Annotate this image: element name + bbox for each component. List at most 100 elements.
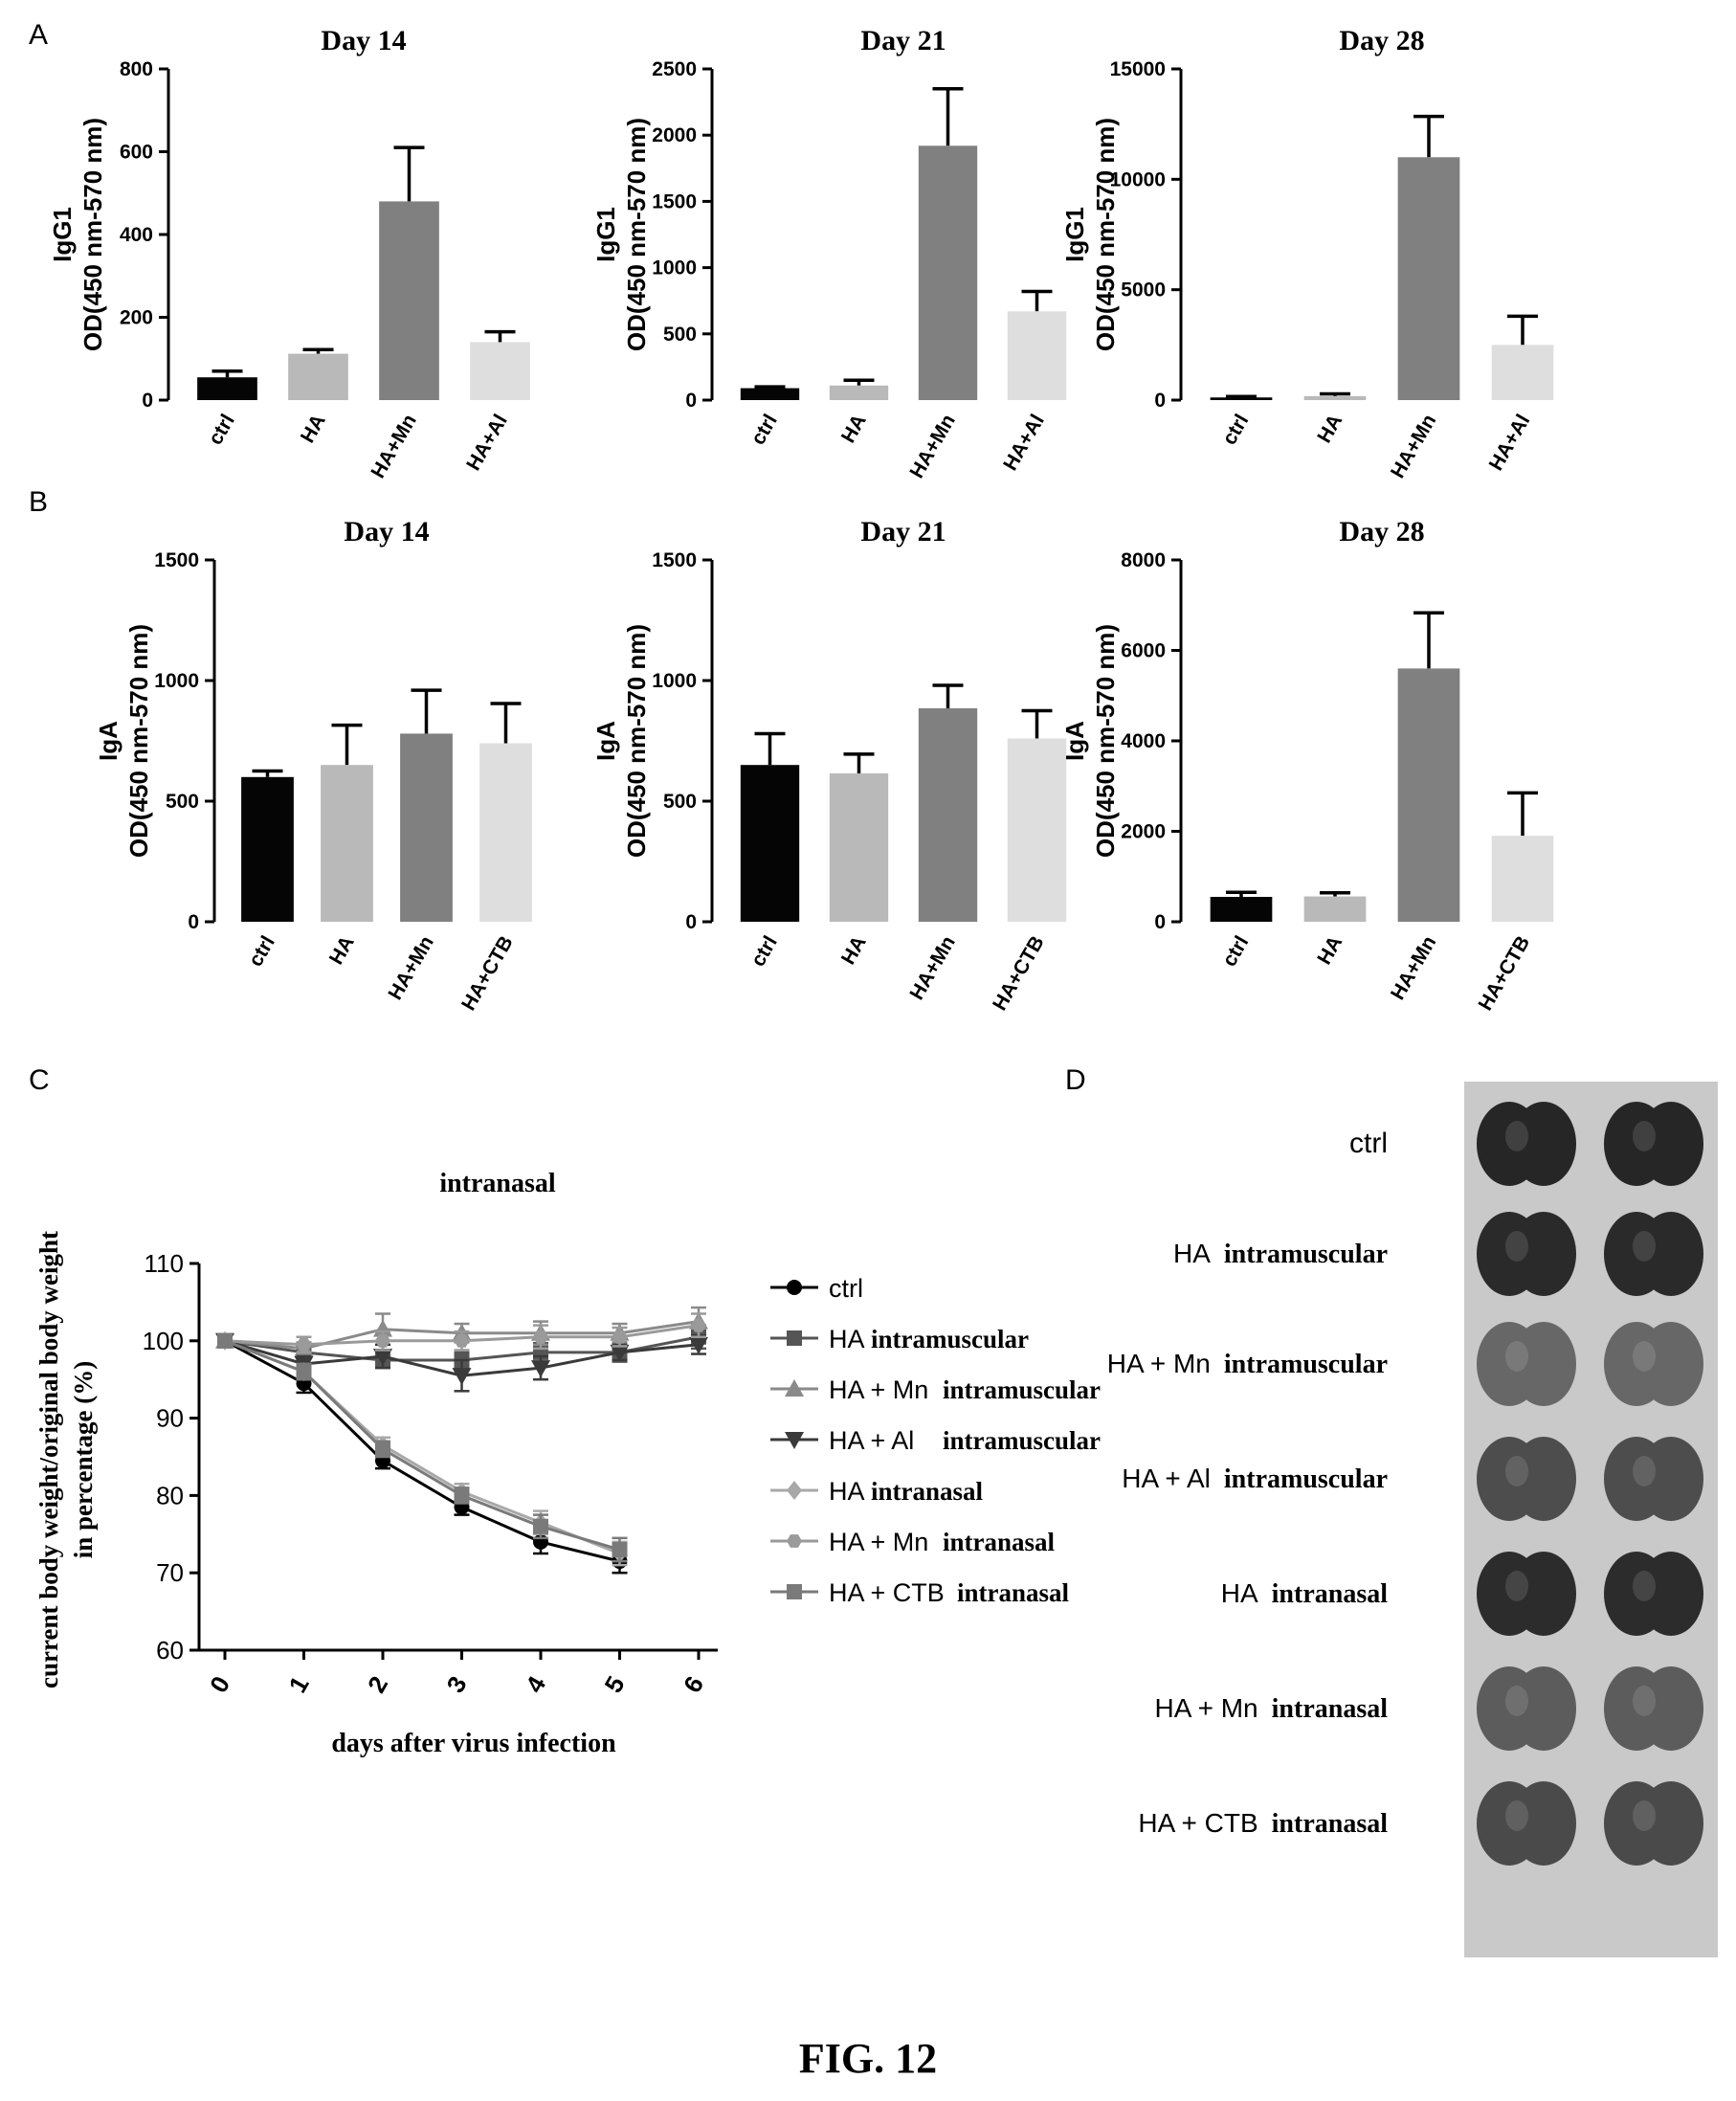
y-axis-title-line2: OD(450 nm-570 nm) [124,624,153,858]
organ-highlight [1505,1121,1528,1151]
x-tick-label: 3 [440,1671,472,1698]
legend-label-route: intranasal [943,1528,1056,1556]
bar-ha-plus-al [1491,345,1554,400]
bar-ctrl [740,388,800,400]
category-label: HA [325,932,359,969]
legend-label-route: intramuscular [871,1325,1029,1353]
category-label: HA+Mn [905,411,959,482]
category-label: HA+Al [999,411,1049,475]
organ-row-label: HA + Mn intramuscular [1107,1349,1388,1379]
legend-label-route: intramuscular [943,1426,1101,1455]
bar-ha-plus-ctb [1007,738,1067,922]
category-label: HA+Al [1485,411,1535,475]
y-tick-label: 1000 [652,670,697,692]
legend-marker [787,1330,802,1346]
y-tick-label: 500 [663,791,697,813]
x-tick-label: 4 [520,1671,551,1698]
legend-label: HA [829,1325,865,1353]
data-point [689,1336,708,1354]
legend-label: HA + Mn [829,1375,928,1404]
chart-title: intranasal [439,1169,556,1198]
bar-chart-a1: 0 200 400 600 800 Day 14 IgG1OD(450 nm-570 nm)… [48,25,530,482]
bar-ha-plus-mn [918,145,978,400]
legend-marker [787,1280,802,1295]
panel-label-c: C [29,1064,50,1096]
y-axis-title: IgG1OD(450 nm-570 nm) [591,118,651,351]
y-tick-label: 6000 [1121,640,1166,662]
organ-image [1604,1552,1703,1636]
x-tick-label: 1 [282,1671,314,1698]
category-label: HA+Mn [367,411,420,482]
figure-caption: FIG. 12 [798,2035,938,2082]
y-tick-label: 0 [685,390,697,412]
data-point [375,1441,390,1457]
organ-right-lobe [1638,1552,1703,1636]
x-tick-label: 0 [204,1671,235,1698]
y-tick-label: 200 [120,307,153,329]
bar-ha-plus-mn [1397,157,1460,400]
category-label: HA [1313,932,1347,969]
y-tick-label: 110 [145,1249,184,1278]
category-label: HA+Mn [1387,932,1440,1004]
organ-image [1604,1212,1703,1296]
legend-marker [785,1379,804,1397]
y-tick-label: 0 [1154,911,1166,933]
bar-ha [1303,395,1367,400]
organ-highlight [1505,1341,1528,1372]
data-point [612,1541,628,1557]
category-label: HA [837,932,871,969]
organ-right-lobe [1638,1322,1703,1406]
data-point [533,1518,548,1534]
category-label: HA [297,411,330,447]
legend-label: HA [829,1477,865,1506]
series-line [224,1339,620,1552]
chart-title: Day 28 [1339,516,1424,548]
y-tick-label: 1500 [652,549,697,571]
y-axis-title-line2: OD(450 nm-570 nm) [1091,118,1120,351]
organ-label-group: HA [1221,1578,1258,1608]
bar-chart-a3: 0 5000 10000 15000 Day 28 IgG1OD(450 nm-570 n… [1060,25,1554,482]
organ-image [1477,1781,1576,1866]
organ-image [1477,1212,1576,1296]
legend-label: ctrl [829,1274,863,1303]
organ-right-lobe [1511,1552,1576,1636]
organ-right-lobe [1511,1322,1576,1406]
y-axis-title: IgAOD(450 nm-570 nm) [1060,624,1120,858]
category-label: HA [837,411,871,447]
organ-highlight [1633,1571,1656,1601]
legend-label: HA + Al [829,1426,914,1455]
y-axis-title-line2: OD(450 nm-570 nm) [1091,624,1120,858]
organ-row-label: HA + Mn intranasal [1154,1693,1388,1724]
series-line [224,1339,620,1563]
data-point [533,1330,548,1344]
panel-label-a: A [29,19,49,51]
data-point [454,1333,470,1348]
bar-ha-plus-mn [918,707,978,922]
organ-highlight [1505,1686,1528,1716]
organ-label-group: HA [1173,1239,1211,1268]
y-axis-title-line1: IgG1 [591,207,620,262]
bar-ha [829,773,889,922]
bar-ctrl [740,765,800,922]
bar-ctrl [197,377,257,400]
series-ha-ctb-intranasal [217,1332,628,1563]
legend-marker [787,1481,802,1500]
organ-image [1477,1322,1576,1406]
legend-label-route: intramuscular [943,1375,1101,1404]
x-tick-label: 5 [598,1671,630,1698]
organ-row-label: HA intranasal [1221,1578,1388,1609]
organ-row-label: ctrl [1349,1128,1388,1159]
line-chart-body-weight: 60 70 80 90 100 110 0 1 2 3 4 5 6 intranasal days afte… [34,1169,1101,1758]
x-tick-label: 2 [362,1671,393,1698]
bar-ha [321,765,373,922]
data-point [217,1332,233,1349]
category-label: HA+Al [462,411,512,475]
organ-image [1604,1666,1703,1751]
y-tick-label: 1500 [154,549,199,571]
organ-image [1604,1781,1703,1866]
category-label: HA+CTB [989,932,1049,1015]
y-axis-title-line2: OD(450 nm-570 nm) [622,118,651,351]
bar-ha-plus-ctb [1491,836,1554,922]
